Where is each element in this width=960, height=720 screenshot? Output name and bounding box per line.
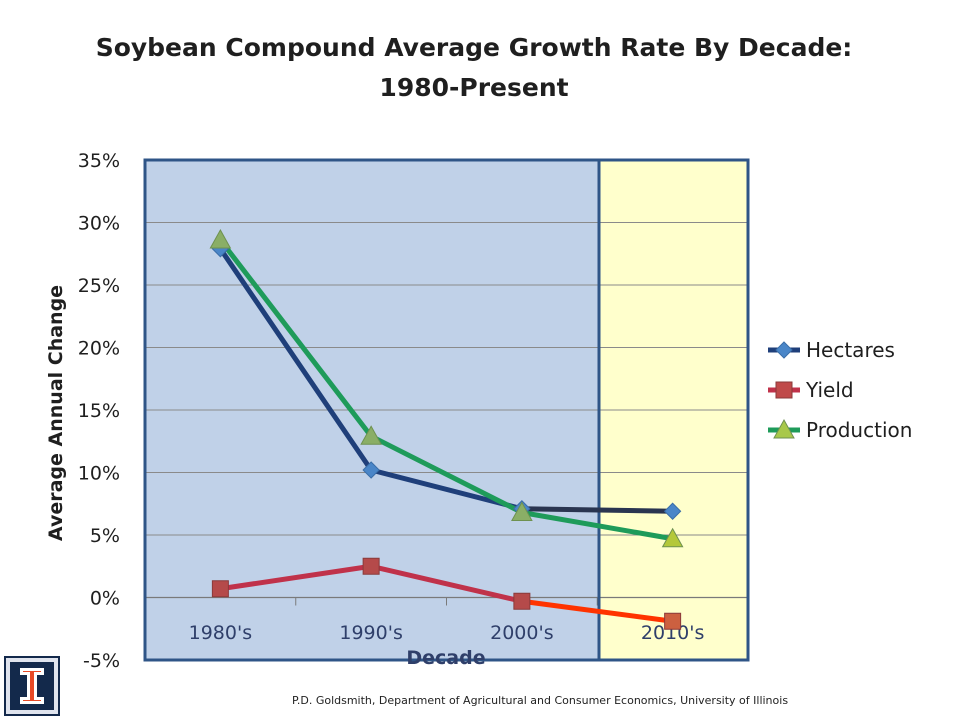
legend-label: Production [806,418,912,442]
legend-marker [775,381,793,399]
chart-title-line-2: 1980-Present [379,73,569,102]
y-tick-label: 5% [90,525,120,547]
y-tick-label: 25% [78,275,120,297]
y-axis-title: Average Annual Change [45,285,67,541]
x-axis-title: Decade [406,647,485,669]
yield-series-line [368,563,525,604]
production-data-point [209,228,232,249]
legend-label: Hectares [806,338,895,362]
y-tick-label: 15% [78,400,120,422]
source-credit: P.D. Goldsmith, Department of Agricultur… [291,694,789,707]
production-series-line [368,433,525,515]
production-data-point [360,425,382,445]
university-logo-icon [4,656,60,716]
chart-title: Soybean Compound Average Growth Rate By … [0,28,948,108]
legend-marker [775,341,793,359]
legend-label: Yield [805,378,854,402]
y-tick-label: 30% [78,213,120,235]
legend-marker [773,418,795,439]
x-tick-label: 2000's [490,622,553,644]
yield-series-line [217,563,374,592]
y-tick-label: 10% [78,463,120,485]
x-tick-label: 1980's [189,622,252,644]
production-series-line [519,510,676,542]
hectares-data-point [362,461,380,479]
yield-data-point [211,580,229,598]
hectares-series-line [217,246,374,473]
x-tick-label: 1990's [339,622,402,644]
yield-data-point [664,612,682,630]
yield-data-point [362,557,380,575]
hectares-series-line [519,506,676,514]
production-data-point [511,501,533,521]
y-tick-label: 0% [90,588,120,610]
y-tick-label: -5% [83,650,120,672]
production-data-point [661,527,684,548]
hectares-data-point [663,502,682,520]
chart-title-line-1: Soybean Compound Average Growth Rate By … [95,33,853,62]
production-series-line [217,237,374,439]
x-tick-label: 2010's [641,622,704,644]
y-tick-label: 35% [78,150,120,172]
y-tick-label: 20% [78,338,120,360]
yield-series-line [519,598,676,624]
yield-data-point [513,592,531,610]
recent-period-frame [597,158,750,662]
